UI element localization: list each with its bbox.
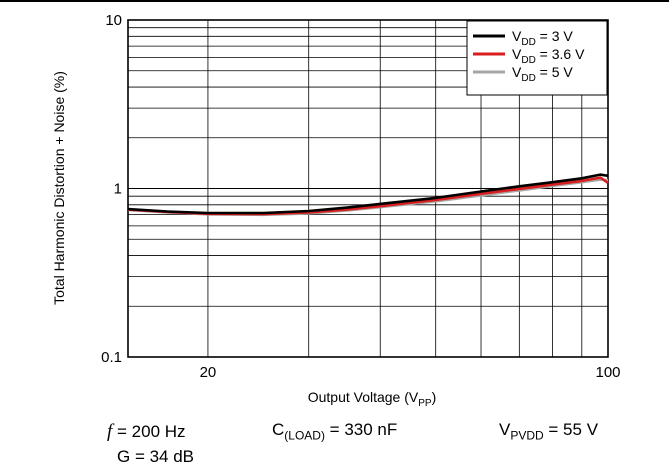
y-tick-label: 1 [114,181,122,198]
condition-load-capacitance: C(LOAD) = 330 nF [272,420,398,443]
condition-pvdd-voltage: VPVDD = 55 V [499,420,599,443]
tick-labels: 20 100 0.1 1 10 [101,12,620,381]
top-rule [0,0,669,2]
condition-gain: G = 34 dB [117,447,195,466]
plot-frame [127,19,609,358]
y-axis-label: Total Harmonic Distortion + Noise (%) [51,71,67,305]
x-tick-label: 100 [595,364,620,381]
x-axis-label: Output Voltage (VPP) [308,389,437,409]
series-lines [127,173,609,217]
legend-label: VDD = 3 V [512,28,573,48]
x-tick-label: 20 [200,364,217,381]
legend-label: VDD = 5 V [512,64,573,84]
y-tick-label: 0.1 [101,349,122,366]
legend-label: VDD = 3.6 V [512,46,585,66]
legend-box [466,20,608,96]
condition-frequency: f = 200 Hz [107,421,186,442]
series-line [127,173,609,215]
y-tick-label: 10 [105,12,122,29]
